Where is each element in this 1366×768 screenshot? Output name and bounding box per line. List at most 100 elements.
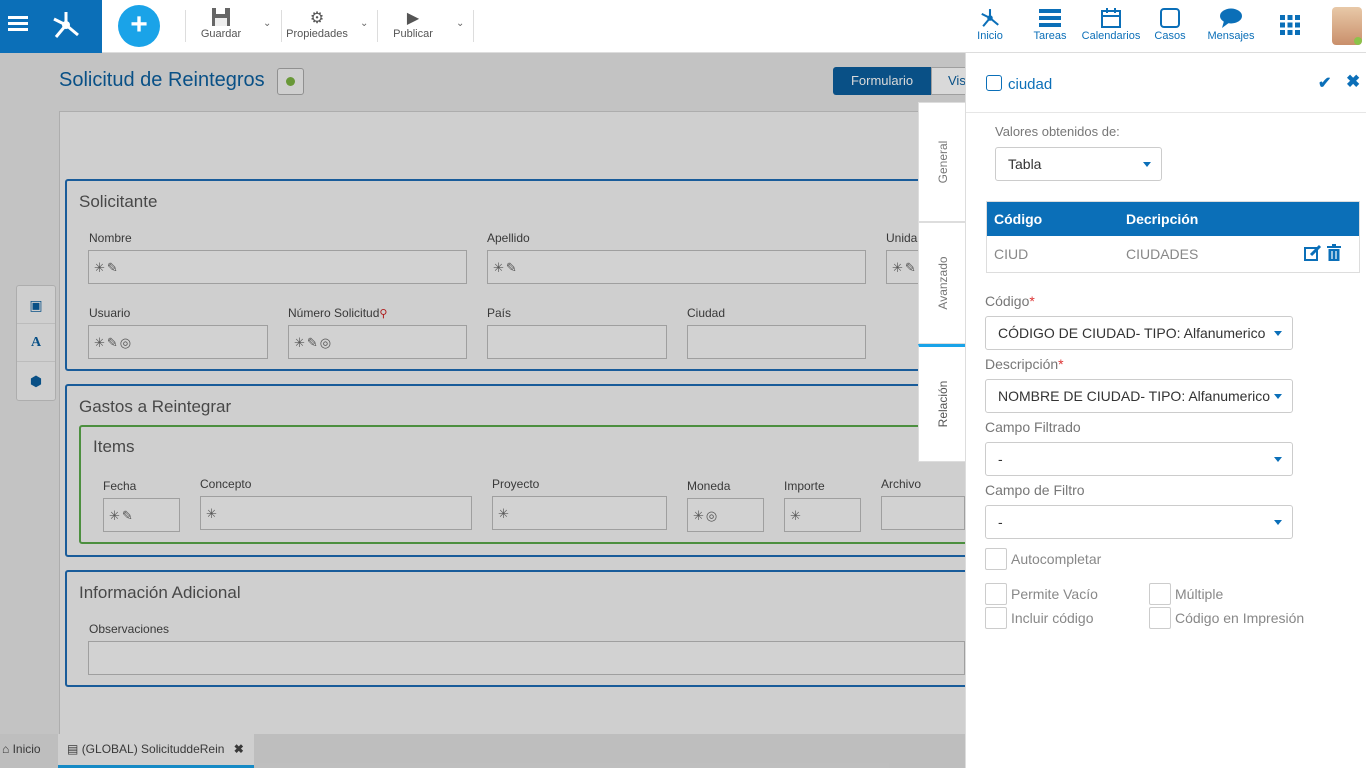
- values-from-select[interactable]: Tabla: [995, 147, 1162, 181]
- caret-down-icon: [1274, 394, 1282, 399]
- save-label: Guardar: [200, 28, 242, 40]
- allow-empty-checkbox[interactable]: [985, 583, 1007, 605]
- tab-relacion-label: Relación: [935, 380, 950, 428]
- nombre-field[interactable]: ✳✎: [88, 250, 467, 284]
- chevron-down-icon[interactable]: ⌄: [263, 18, 272, 29]
- nav-calendars[interactable]: Calendarios: [1080, 6, 1142, 42]
- print-code-label: Código en Impresión: [1175, 610, 1305, 626]
- save-button[interactable]: Guardar: [196, 8, 246, 40]
- tab-relacion[interactable]: Relación: [918, 344, 966, 462]
- values-table: Código Decripción CIUD CIUDADES: [986, 201, 1360, 273]
- field-label: Concepto: [200, 477, 252, 491]
- panel-title: Gastos a Reintegrar: [79, 397, 232, 416]
- field-label: Número Solicitud⚲: [288, 306, 387, 320]
- avatar[interactable]: [1332, 7, 1362, 45]
- toolbar-divider: [377, 10, 378, 42]
- desc-label-text: Descripción: [985, 356, 1059, 372]
- desc-label: Descripción*: [985, 356, 1064, 372]
- usuario-field[interactable]: ✳✎◎: [88, 325, 268, 359]
- field-label: Ciudad: [687, 306, 726, 320]
- ciudad-field[interactable]: [687, 325, 866, 359]
- print-code-checkbox[interactable]: [1149, 607, 1171, 629]
- key-icon: ⚲: [379, 308, 388, 320]
- close-icon[interactable]: ✖: [233, 742, 244, 756]
- nav-cases[interactable]: Casos: [1150, 6, 1190, 42]
- confirm-icon[interactable]: ✔: [1318, 75, 1332, 92]
- moneda-field[interactable]: ✳◎: [687, 498, 764, 532]
- include-code-checkbox[interactable]: [985, 607, 1007, 629]
- column-header: Decripción: [1126, 211, 1199, 227]
- pais-field[interactable]: [487, 325, 667, 359]
- observaciones-field[interactable]: [88, 641, 965, 675]
- nav-messages-label: Mensajes: [1207, 30, 1255, 42]
- autocomplete-label: Autocompletar: [1011, 551, 1102, 567]
- properties-button[interactable]: ⚙ Propiedades: [285, 8, 349, 40]
- nav-messages[interactable]: Mensajes: [1205, 6, 1257, 42]
- field-label: Nombre: [89, 231, 132, 245]
- close-icon[interactable]: ✖: [1346, 72, 1361, 91]
- filter-label: Campo de Filtro: [985, 482, 1085, 498]
- logo-icon[interactable]: [50, 9, 82, 41]
- chevron-down-icon[interactable]: ⌄: [360, 18, 369, 29]
- chevron-down-icon[interactable]: ⌄: [456, 18, 465, 29]
- field-label: Observaciones: [89, 622, 170, 636]
- field-label: Moneda: [687, 479, 731, 493]
- autocomplete-checkbox[interactable]: [985, 548, 1007, 570]
- importe-field[interactable]: ✳: [784, 498, 861, 532]
- filtered-field-select[interactable]: -: [985, 442, 1293, 476]
- form-view-button[interactable]: Formulario: [833, 67, 931, 95]
- add-button[interactable]: +: [118, 5, 160, 47]
- panel-title: Información Adicional: [79, 583, 241, 602]
- tasks-icon: [1030, 6, 1070, 30]
- nav-tasks-label: Tareas: [1033, 30, 1067, 42]
- filter-field-select[interactable]: -: [985, 505, 1293, 539]
- publish-button[interactable]: ▶ Publicar: [390, 8, 436, 40]
- panel-header: ciudad ✔ ✖: [966, 53, 1366, 113]
- column-header: Código: [994, 211, 1043, 227]
- values-from-label: Valores obtenidos de:: [995, 124, 1120, 139]
- desc-value: NOMBRE DE CIUDAD- TIPO: Alfanumerico: [998, 388, 1271, 404]
- apps-grid-icon[interactable]: [1280, 15, 1300, 40]
- tab-avanzado[interactable]: Avanzado: [918, 222, 966, 344]
- tab-avanzado-label: Avanzado: [935, 256, 950, 310]
- tab-general-label: General: [935, 140, 950, 184]
- field-type-icon: [986, 75, 1002, 91]
- required-mark: *: [1029, 293, 1035, 309]
- toolbar-divider: [473, 10, 474, 42]
- tab-document-label: (GLOBAL) SolicituddeRein: [81, 742, 225, 756]
- nav-tasks[interactable]: Tareas: [1030, 6, 1070, 42]
- left-toolbox: ▣ A ⬢: [16, 285, 56, 401]
- code-label-text: Código: [985, 293, 1030, 309]
- monitor-icon[interactable]: ▣: [17, 286, 55, 324]
- status-indicator[interactable]: [277, 68, 304, 95]
- trash-icon[interactable]: [1327, 244, 1341, 266]
- visual-view-button[interactable]: Vis: [931, 67, 971, 95]
- nav-home[interactable]: Inicio: [970, 6, 1010, 42]
- fecha-field[interactable]: ✳✎: [103, 498, 180, 532]
- code-value: CÓDIGO DE CIUDAD- TIPO: Alfanumerico: [998, 325, 1266, 341]
- nav-calendars-label: Calendarios: [1081, 30, 1141, 42]
- tab-general[interactable]: General: [918, 102, 966, 222]
- code-label: Código*: [985, 293, 1035, 309]
- floppy-icon: [196, 8, 246, 28]
- values-from-value: Tabla: [1008, 156, 1042, 172]
- edit-icon[interactable]: [1304, 244, 1322, 267]
- menu-icon[interactable]: [8, 14, 28, 34]
- apellido-field[interactable]: ✳✎: [487, 250, 866, 284]
- text-icon[interactable]: A: [17, 324, 55, 362]
- description-select[interactable]: NOMBRE DE CIUDAD- TIPO: Alfanumerico: [985, 379, 1293, 413]
- cube-icon[interactable]: ⬢: [29, 373, 43, 389]
- numero-label: Número Solicitud: [288, 306, 380, 320]
- properties-panel: ciudad ✔ ✖ Valores obtenidos de: Tabla C…: [965, 53, 1366, 768]
- tab-home[interactable]: ⌂ Inicio: [2, 734, 54, 768]
- numero-solicitud-field[interactable]: ✳✎◎: [288, 325, 467, 359]
- home-icon: ⌂: [2, 742, 10, 756]
- tab-document[interactable]: ▤ (GLOBAL) SolicituddeRein ✖: [58, 734, 254, 768]
- concepto-field[interactable]: ✳: [200, 496, 472, 530]
- proyecto-field[interactable]: ✳: [492, 496, 667, 530]
- code-select[interactable]: CÓDIGO DE CIUDAD- TIPO: Alfanumerico: [985, 316, 1293, 350]
- multiple-checkbox[interactable]: [1149, 583, 1171, 605]
- gear-icon: ⚙: [309, 10, 325, 27]
- group-title: Items: [93, 437, 135, 456]
- archivo-field[interactable]: [881, 496, 965, 530]
